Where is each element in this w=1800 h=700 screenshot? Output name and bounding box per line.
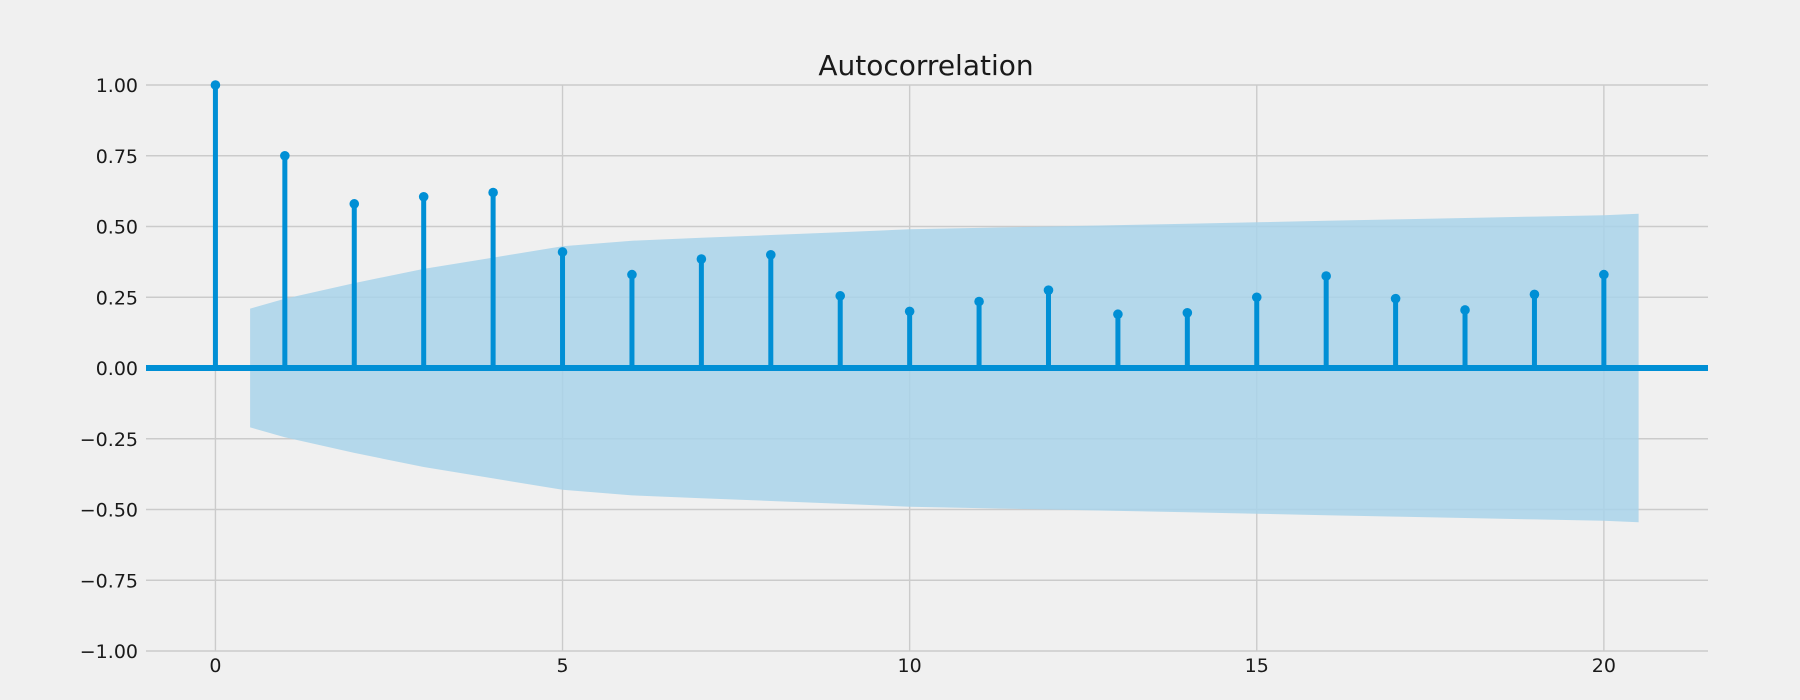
acf-point: [835, 291, 846, 301]
acf-stem-lag-11: [974, 296, 984, 368]
acf-point: [1182, 308, 1193, 318]
acf-stem-lag-3: [418, 191, 429, 368]
acf-stem-lag-0: [210, 80, 221, 368]
acf-stem-lag-14: [1182, 308, 1193, 368]
x-tick-label: 10: [898, 655, 922, 677]
acf-point: [974, 296, 984, 307]
acf-point: [627, 269, 637, 280]
acf-point: [1390, 293, 1401, 304]
acf-point: [557, 247, 568, 257]
acf-stem-lag-7: [696, 254, 707, 368]
y-tick-label: 0.50: [96, 217, 138, 239]
x-axis-ticks: 0 5 10 15 20: [209, 655, 1616, 677]
acf-stem-lag-17: [1390, 293, 1401, 368]
acf-point: [1321, 271, 1331, 281]
y-tick-label: −0.50: [80, 500, 138, 522]
acf-stem-lag-16: [1321, 271, 1331, 368]
acf-stem-lag-20: [1599, 269, 1609, 368]
acf-point: [1251, 292, 1262, 303]
y-tick-label: 0.75: [96, 146, 138, 168]
y-tick-label: −0.25: [80, 429, 138, 451]
x-tick-label: 5: [556, 655, 568, 677]
acf-stem-lag-4: [488, 187, 498, 368]
y-tick-label: −0.75: [80, 570, 138, 592]
acf-stem-lag-5: [557, 247, 568, 368]
acf-point: [280, 150, 290, 161]
acf-point: [1043, 285, 1054, 295]
acf-stem-lag-12: [1043, 285, 1054, 368]
acf-stem-lag-18: [1460, 305, 1470, 368]
y-axis-ticks: 1.00 0.75 0.50 0.25 0.00 −0.25 −0.50 −0.75 −1.00: [80, 75, 138, 663]
acf-stem-lag-19: [1529, 289, 1540, 368]
acf-point: [1529, 289, 1540, 300]
acf-stem-lag-8: [766, 250, 776, 368]
acf-stem-lag-1: [280, 150, 290, 368]
acf-point: [1460, 305, 1470, 315]
x-tick-label: 20: [1592, 655, 1616, 677]
x-tick-label: 15: [1245, 655, 1269, 677]
acf-stem-lag-6: [627, 269, 637, 368]
acf-stem-lag-2: [349, 199, 360, 368]
x-tick-label: 0: [209, 655, 221, 677]
y-tick-label: 0.25: [96, 287, 138, 309]
chart-title: Autocorrelation: [818, 49, 1033, 82]
y-tick-label: −1.00: [80, 641, 138, 663]
acf-point: [766, 250, 776, 260]
acf-point: [1113, 309, 1123, 320]
acf-stem-lag-13: [1113, 309, 1123, 368]
acf-point: [210, 80, 221, 90]
acf-stem-lag-15: [1251, 292, 1262, 368]
acf-point: [418, 191, 429, 202]
acf-point: [349, 199, 360, 209]
acf-point: [696, 254, 707, 264]
acf-point: [488, 187, 498, 198]
acf-point: [1599, 269, 1609, 280]
acf-stem-lag-10: [904, 306, 915, 368]
acf-point: [904, 306, 915, 317]
stems: [210, 80, 1609, 368]
y-tick-label: 0.00: [96, 358, 138, 380]
acf-stem-lag-9: [835, 291, 846, 368]
y-tick-label: 1.00: [96, 75, 138, 97]
